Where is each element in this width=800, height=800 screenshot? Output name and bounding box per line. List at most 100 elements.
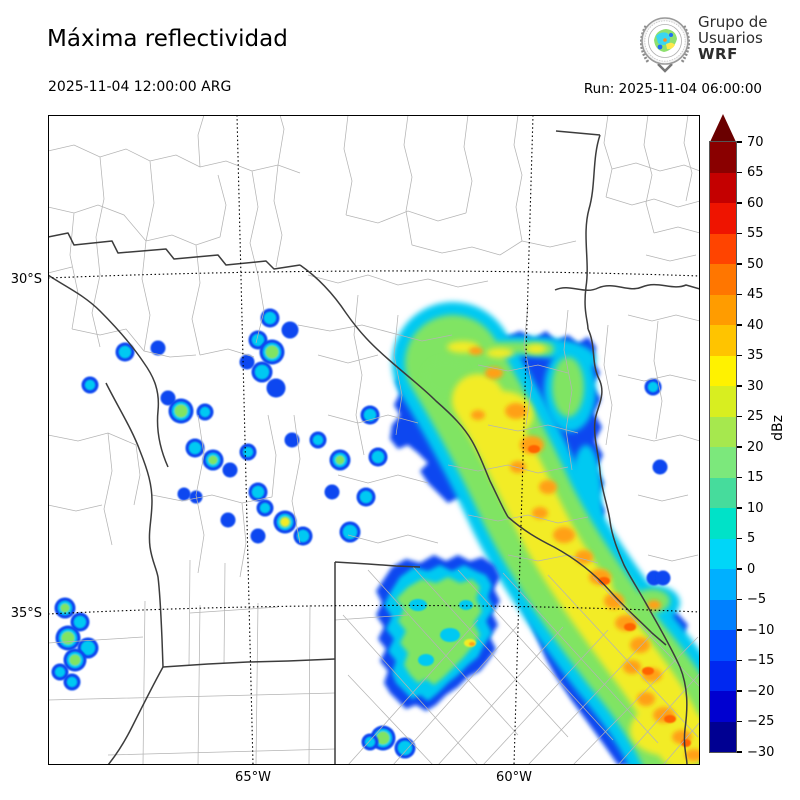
- colorbar-tick-mark: [737, 720, 742, 723]
- radar-cell: [256, 499, 274, 517]
- radar-cell: [168, 398, 194, 424]
- colorbar-tick-mark: [737, 446, 742, 448]
- colorbar-segment: [710, 325, 736, 356]
- colorbar-tick-mark: [737, 232, 742, 235]
- radar-cell: [63, 673, 81, 691]
- radar-cell: [70, 612, 90, 632]
- map-canvas: [48, 115, 700, 765]
- colorbar-tick-label: 70: [747, 134, 764, 150]
- radar-cell: [259, 339, 285, 365]
- colorbar-tick-label: 5: [747, 531, 756, 546]
- radar-cell: [655, 570, 671, 586]
- colorbar-segment: [710, 477, 736, 508]
- colorbar-tick-mark: [737, 659, 742, 662]
- colorbar-tick-label: −25: [747, 714, 775, 729]
- colorbar-tick-label: 55: [747, 226, 764, 241]
- colorbar-tick-mark: [737, 476, 742, 479]
- colorbar-tick-label: 0: [747, 561, 756, 577]
- colorbar-tick-label: 35: [747, 348, 764, 363]
- radar-cell: [54, 597, 76, 619]
- colorbar-tick-mark: [737, 507, 742, 509]
- colorbar-segment: [710, 416, 736, 447]
- colorbar-over-arrow: [710, 114, 736, 142]
- radar-cell: [329, 449, 351, 471]
- colorbar-segment: [710, 386, 736, 417]
- radar-cell: [644, 378, 662, 396]
- colorbar-segment: [710, 264, 736, 295]
- colorbar-segment: [710, 538, 736, 569]
- radar-cell: [360, 405, 380, 425]
- colorbar-tick-mark: [737, 202, 742, 204]
- colorbar-tick-mark: [737, 141, 742, 143]
- colorbar-tick-label: −10: [747, 622, 775, 638]
- colorbar-tick-label: 30: [747, 378, 764, 394]
- meridian-65w: [236, 115, 254, 765]
- colorbar-scale: [709, 141, 737, 753]
- colorbar-tick-mark: [737, 263, 742, 265]
- province-boundaries: [48, 130, 700, 765]
- colorbar: 70 65 60 55 50 45 40 35 30 25 20 15 10 5 0 −5 −10 −15 −20−…: [709, 114, 800, 784]
- colorbar-tick-mark: [737, 629, 742, 631]
- colorbar-segment: [710, 569, 736, 600]
- colorbar-tick-mark: [737, 293, 742, 296]
- colorbar-unit-label: dBz: [770, 415, 786, 441]
- colorbar-tick-label: 65: [747, 165, 764, 180]
- colorbar-segment: [710, 508, 736, 539]
- radar-cell: [324, 484, 340, 500]
- page-title: Máxima reflectividad: [47, 26, 288, 52]
- radar-cell: [55, 625, 81, 651]
- radar-cell: [266, 378, 286, 398]
- colorbar-segment: [710, 142, 736, 173]
- colorbar-tick-mark: [737, 751, 742, 753]
- department-boundaries: [48, 115, 700, 765]
- colorbar-segment: [710, 630, 736, 661]
- radar-cell: [339, 521, 361, 543]
- colorbar-segment: [710, 294, 736, 325]
- radar-cell: [202, 449, 224, 471]
- y-axis-label-35s: 35°S: [10, 606, 42, 621]
- colorbar-tick-label: 45: [747, 287, 764, 302]
- colorbar-tick-label: −30: [747, 744, 775, 760]
- radar-cell: [293, 526, 313, 546]
- radar-cell: [652, 459, 668, 475]
- colorbar-tick-label: −20: [747, 683, 775, 699]
- colorbar-tick-label: 40: [747, 317, 764, 333]
- radar-blob-south-center: [376, 555, 500, 711]
- radar-cell: [115, 342, 135, 362]
- colorbar-tick-mark: [737, 598, 742, 601]
- radar-cell: [81, 376, 99, 394]
- radar-cell: [260, 308, 280, 328]
- radar-cell: [281, 321, 299, 339]
- colorbar-tick-mark: [737, 324, 742, 326]
- colorbar-tick-label: −5: [747, 592, 767, 607]
- colorbar-tick-mark: [737, 171, 742, 174]
- radar-cell: [248, 482, 268, 502]
- x-axis-label-60w: 60°W: [496, 770, 532, 785]
- colorbar-segment: [710, 172, 736, 203]
- map-frame: [48, 115, 700, 765]
- radar-cell: [361, 733, 379, 751]
- radar-cell: [273, 510, 297, 534]
- colorbar-tick-label: 20: [747, 439, 764, 455]
- colorbar-segment: [710, 691, 736, 722]
- radar-cell: [51, 663, 69, 681]
- graticule-lines: [48, 115, 700, 765]
- radar-cell: [284, 432, 300, 448]
- colorbar-tick-mark: [737, 690, 742, 692]
- map-area: [48, 115, 700, 765]
- colorbar-tick-label: 50: [747, 256, 764, 272]
- colorbar-tick-label: 10: [747, 500, 764, 516]
- radar-cell: [368, 447, 388, 467]
- colorbar-segment: [710, 660, 736, 691]
- colorbar-tick-label: 60: [747, 195, 764, 211]
- radar-cell: [185, 438, 205, 458]
- radar-cell: [239, 443, 257, 461]
- logo-line-1: Grupo de: [698, 13, 768, 31]
- colorbar-segment: [710, 447, 736, 478]
- colorbar-tick-label: −15: [747, 653, 775, 668]
- radar-cell: [309, 431, 327, 449]
- colorbar-segment: [710, 203, 736, 234]
- radar-cell: [150, 340, 166, 356]
- radar-cell: [196, 403, 214, 421]
